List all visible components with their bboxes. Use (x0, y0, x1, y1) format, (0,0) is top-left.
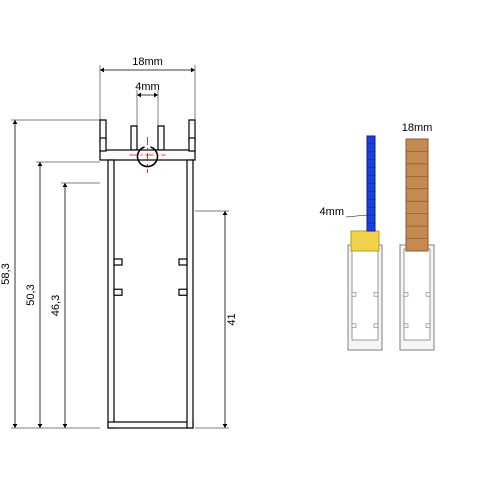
example-4mm-glass (348, 140, 382, 350)
technical-drawing (0, 0, 300, 460)
example-18mm-wood (400, 140, 434, 350)
svg-text:18mm: 18mm (402, 122, 433, 134)
svg-text:4mm: 4mm (320, 206, 344, 218)
